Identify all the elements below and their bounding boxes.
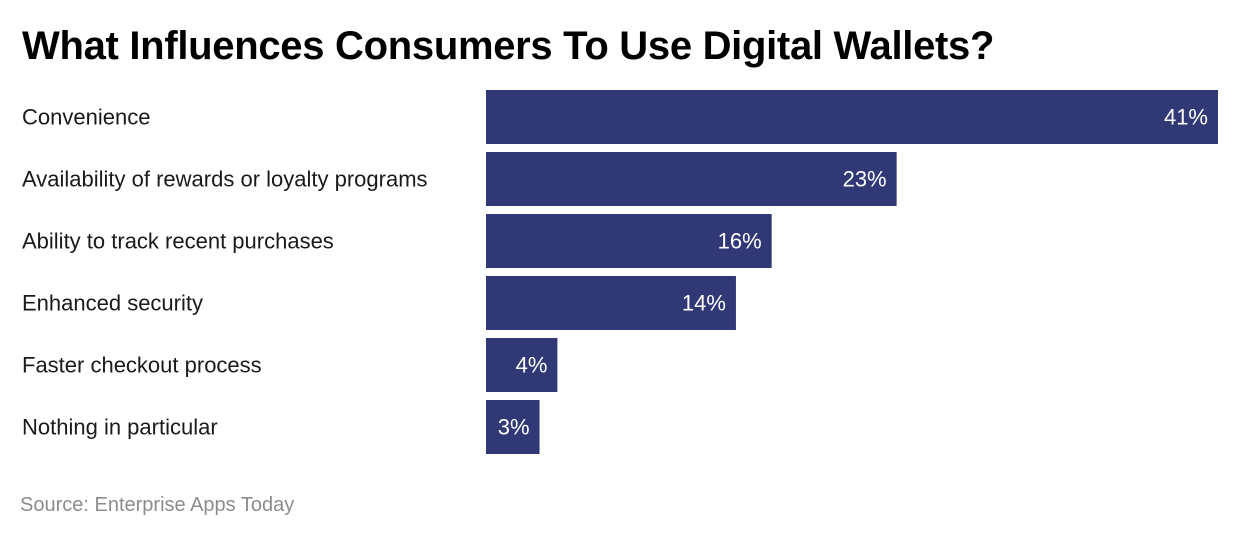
category-label: Ability to track recent purchases (22, 229, 334, 254)
bar (486, 400, 540, 454)
category-label: Nothing in particular (22, 415, 218, 440)
chart-title: What Influences Consumers To Use Digital… (22, 24, 995, 68)
bars (486, 90, 1218, 454)
category-label: Convenience (22, 105, 150, 130)
source-note: Source: Enterprise Apps Today (20, 494, 295, 516)
value-labels: 41% 23% 16% 14% 4% 3% (498, 105, 1208, 440)
bar (486, 214, 772, 268)
bar (486, 90, 1218, 144)
value-label: 14% (682, 291, 726, 316)
value-label: 16% (718, 229, 762, 254)
bar (486, 152, 897, 206)
category-label: Availability of rewards or loyalty progr… (22, 167, 428, 192)
value-label: 23% (843, 167, 887, 192)
bar-chart: Convenience Availability of rewards or lo… (22, 90, 1218, 454)
bar (486, 276, 736, 330)
category-label: Faster checkout process (22, 353, 262, 378)
category-labels: Convenience Availability of rewards or lo… (22, 105, 428, 440)
value-label: 4% (516, 353, 548, 378)
bar (486, 338, 558, 392)
value-label: 41% (1164, 105, 1208, 130)
category-label: Enhanced security (22, 291, 203, 316)
value-label: 3% (498, 415, 530, 440)
